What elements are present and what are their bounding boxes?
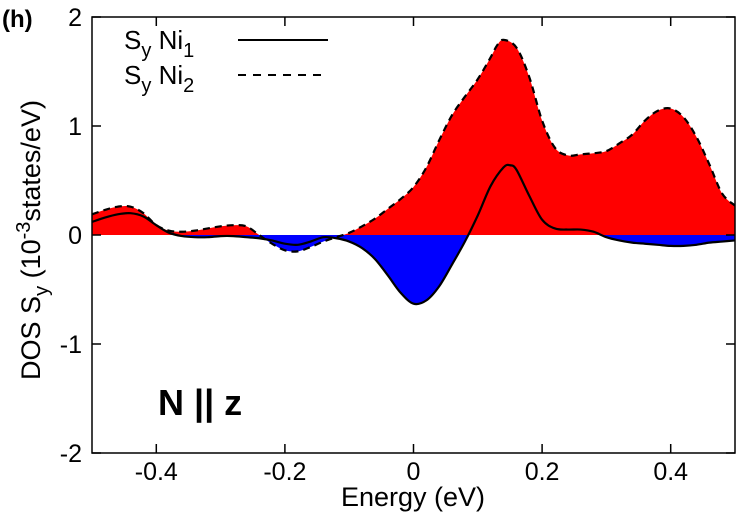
x-tick-label: 0.4 (653, 458, 688, 486)
legend-ni1-s: S (124, 25, 141, 55)
y-tick-label: 0 (68, 222, 82, 250)
series-line-1 (92, 163, 735, 306)
y-axis-ticks: -2 -1 0 1 2 (60, 4, 735, 468)
y-tick-label: -1 (60, 331, 82, 359)
dos-fill-areas (92, 39, 735, 305)
legend-ni2-mid: Ni (151, 60, 183, 90)
y-label-main: DOS S (16, 296, 46, 380)
y-tick-label: -2 (60, 440, 82, 468)
x-tick-label: -0.4 (135, 458, 178, 486)
legend-ni2-s: S (124, 60, 141, 90)
x-axis-label: Energy (eV) (341, 482, 485, 512)
legend-ni1-mid: Ni (151, 25, 183, 55)
panel-label: (h) (2, 6, 33, 33)
legend-label-ni1: Sy Ni1 (124, 25, 194, 62)
x-axis-ticks: -0.4 -0.2 0 0.2 0.4 (135, 17, 688, 486)
legend-ni1-sub2: 1 (183, 40, 194, 62)
y-tick-label: 1 (68, 113, 82, 141)
legend: Sy Ni1 Sy Ni2 (124, 25, 328, 97)
legend-ni2-sub2: 2 (183, 75, 194, 97)
orientation-annotation: N || z (158, 382, 242, 424)
y-label-unit: (10 (16, 239, 46, 286)
fill-positive-series-2 (92, 39, 735, 235)
x-tick-label: 0.2 (525, 458, 560, 486)
legend-label-ni2: Sy Ni2 (124, 60, 194, 97)
y-label-exp: -3 (13, 222, 35, 240)
x-tick-label: 0 (407, 458, 421, 486)
legend-ni1-sub1: y (141, 40, 151, 62)
fill-negative-series-1 (92, 235, 735, 305)
y-axis-label: DOS Sy (10-3states/eV) (13, 100, 53, 380)
y-label-sub: y (31, 286, 53, 296)
legend-ni2-sub1: y (141, 75, 151, 97)
y-label-unit-end: states/eV) (16, 100, 46, 222)
x-tick-label: -0.2 (263, 458, 306, 486)
dos-series-lines (92, 38, 735, 306)
y-tick-label: 2 (68, 4, 82, 32)
